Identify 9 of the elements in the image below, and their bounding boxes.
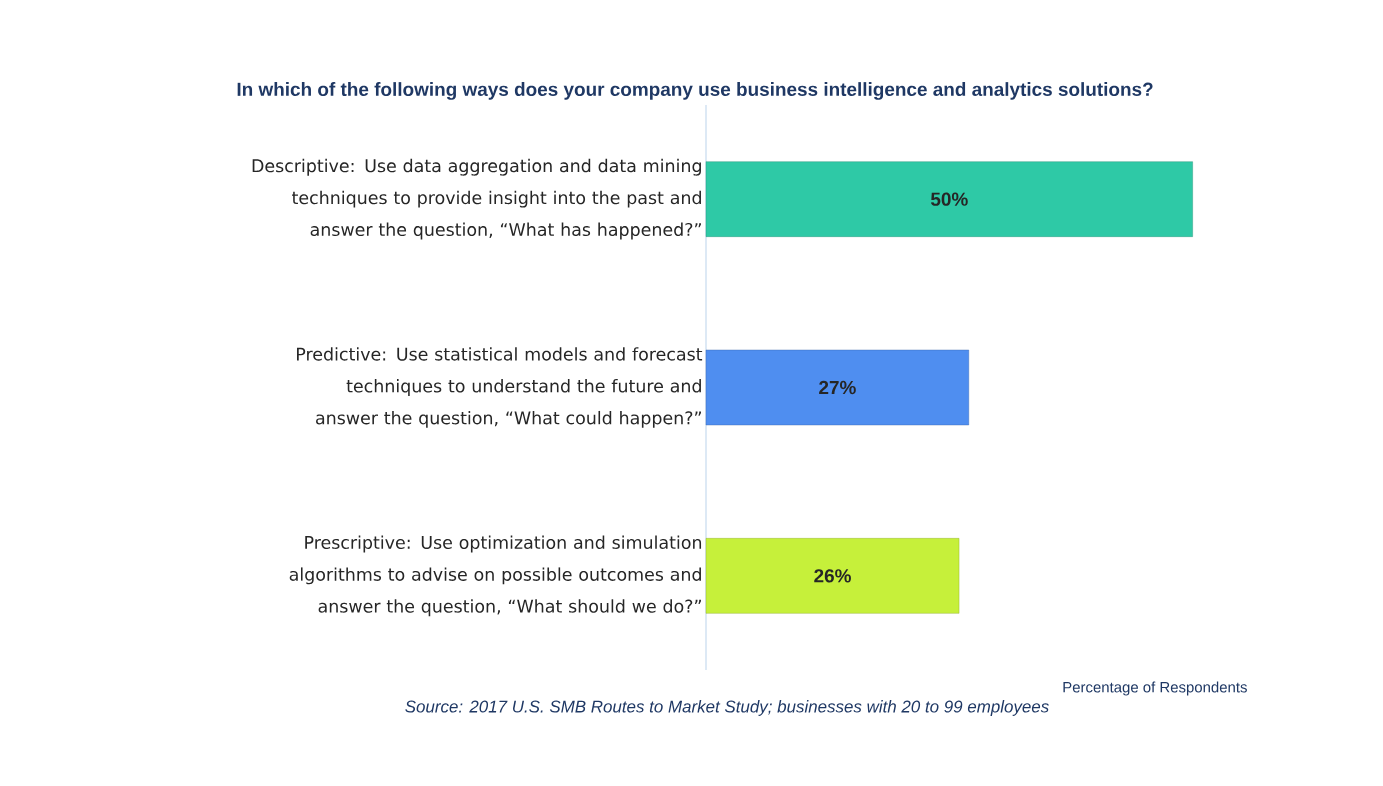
y-tick-label: Descriptive: Use data aggregation and data mining techniques to provide insight into the past and answer the question, “What has happened?” [252,158,701,240]
chart-title: In which of the following ways does your company use business intelligence and analytics solutions? [237,82,1153,100]
data-label: 26% [814,569,851,583]
source-note: Source: 2017 U.S. SMB Routes to Market Study; businesses with 20 to 99 employees [405,700,1049,716]
y-tick-label: Prescriptive: Use optimization and simulation algorithms to advise on possible outcomes and answer the question, “What should we do?” [289,535,702,617]
y-tick-label: Predictive: Use statistical models and forecast techniques to understand the future and answer the question, “What could happen?” [297,347,703,428]
x-axis-title: Percentage of Respondents [1063,681,1247,696]
data-label: 50% [930,192,968,206]
data-label: 27% [819,380,856,395]
